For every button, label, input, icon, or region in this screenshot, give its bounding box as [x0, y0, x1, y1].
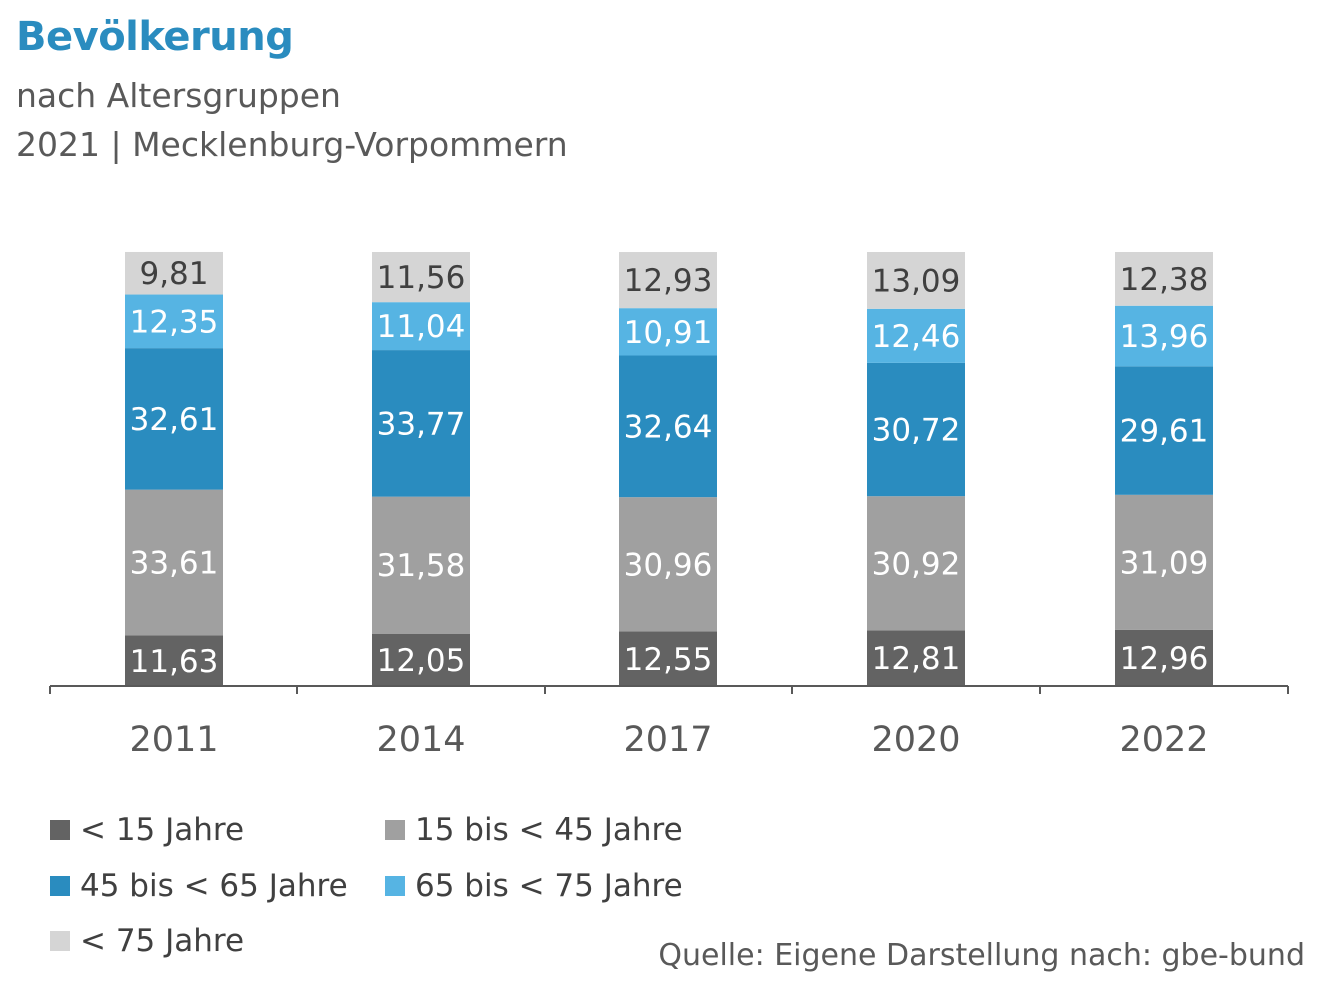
- legend-item: < 15 Jahre: [50, 812, 244, 848]
- data-label: 12,35: [130, 304, 219, 340]
- bar-segment: [1115, 366, 1213, 495]
- bar-segment: [619, 308, 717, 356]
- data-label: 32,64: [624, 409, 713, 445]
- bar-segment: [372, 350, 470, 497]
- bar-segment: [372, 633, 470, 686]
- data-label: 11,63: [130, 644, 219, 680]
- legend-swatch: [385, 820, 405, 840]
- data-label: 13,09: [872, 263, 961, 299]
- x-tick-label: 2011: [129, 720, 218, 760]
- bar-segment: [125, 489, 223, 636]
- bar-segment: [125, 348, 223, 490]
- chart-title: Bevölkerung: [16, 14, 294, 60]
- data-label: 12,55: [624, 642, 713, 678]
- bar-segment: [619, 252, 717, 309]
- bar-segment: [867, 308, 965, 363]
- chart-subtitle: nach Altersgruppen: [16, 76, 341, 115]
- data-label: 10,91: [624, 315, 713, 351]
- bar-segment: [125, 251, 223, 295]
- legend-label: 15 bis < 45 Jahre: [415, 812, 683, 848]
- x-tick-label: 2020: [871, 720, 960, 760]
- x-tick-label: 2014: [376, 720, 465, 760]
- bar-segment: [867, 362, 965, 497]
- data-label: 12,81: [872, 641, 961, 677]
- legend-swatch: [50, 876, 70, 896]
- source-note: Quelle: Eigene Darstellung nach: gbe-bun…: [658, 938, 1305, 973]
- data-label: 31,09: [1120, 545, 1209, 581]
- legend-label: < 15 Jahre: [80, 812, 245, 848]
- bar-segment: [372, 302, 470, 351]
- data-label: 12,46: [872, 319, 961, 355]
- bar-segment: [372, 252, 470, 303]
- legend-label: 65 bis < 75 Jahre: [415, 868, 683, 904]
- data-label: 12,93: [624, 263, 713, 299]
- legend-item: 45 bis < 65 Jahre: [50, 868, 348, 904]
- legend-item: 15 bis < 45 Jahre: [385, 812, 683, 848]
- data-label: 13,96: [1120, 319, 1209, 355]
- data-label: 11,04: [377, 309, 466, 345]
- bar-segment: [1115, 252, 1213, 306]
- legend-swatch: [385, 876, 405, 896]
- data-label: 12,96: [1120, 641, 1209, 677]
- bar-segment: [125, 294, 223, 349]
- data-label: 30,72: [872, 413, 961, 449]
- x-tick-label: 2017: [623, 720, 712, 760]
- bar-segment: [1115, 629, 1213, 686]
- data-label: 12,38: [1120, 262, 1209, 298]
- legend-item: 65 bis < 75 Jahre: [385, 868, 683, 904]
- bar-segment: [125, 635, 223, 686]
- bar-segment: [867, 496, 965, 631]
- data-label: 29,61: [1120, 414, 1209, 450]
- x-tick-label: 2022: [1119, 720, 1208, 760]
- bar-segment: [619, 631, 717, 686]
- chart-subtitle-region: 2021 | Mecklenburg-Vorpommern: [16, 125, 568, 164]
- data-label: 12,05: [377, 643, 466, 679]
- data-label: 33,77: [377, 406, 466, 442]
- bar-segment: [619, 355, 717, 498]
- data-label: 11,56: [377, 260, 466, 296]
- bar-segment: [867, 630, 965, 686]
- bar-segment: [1115, 494, 1213, 630]
- bar-segment: [372, 496, 470, 634]
- data-label: 9,81: [139, 256, 208, 292]
- legend-label: 45 bis < 65 Jahre: [80, 868, 348, 904]
- data-label: 31,58: [377, 548, 466, 584]
- data-label: 32,61: [130, 402, 219, 438]
- legend-swatch: [50, 931, 70, 951]
- bar-segment: [1115, 305, 1213, 367]
- data-label: 33,61: [130, 546, 219, 582]
- legend-label: < 75 Jahre: [80, 923, 245, 959]
- data-label: 30,96: [624, 547, 713, 583]
- legend-swatch: [50, 820, 70, 840]
- legend-item: < 75 Jahre: [50, 923, 244, 959]
- bar-segment: [619, 497, 717, 632]
- stacked-bar-chart: 11,63 33,61 32,61 12,35 9,81 2011 12,05 31,58 33…: [49, 251, 1289, 760]
- bar-segment: [867, 252, 965, 309]
- data-label: 30,92: [872, 546, 961, 582]
